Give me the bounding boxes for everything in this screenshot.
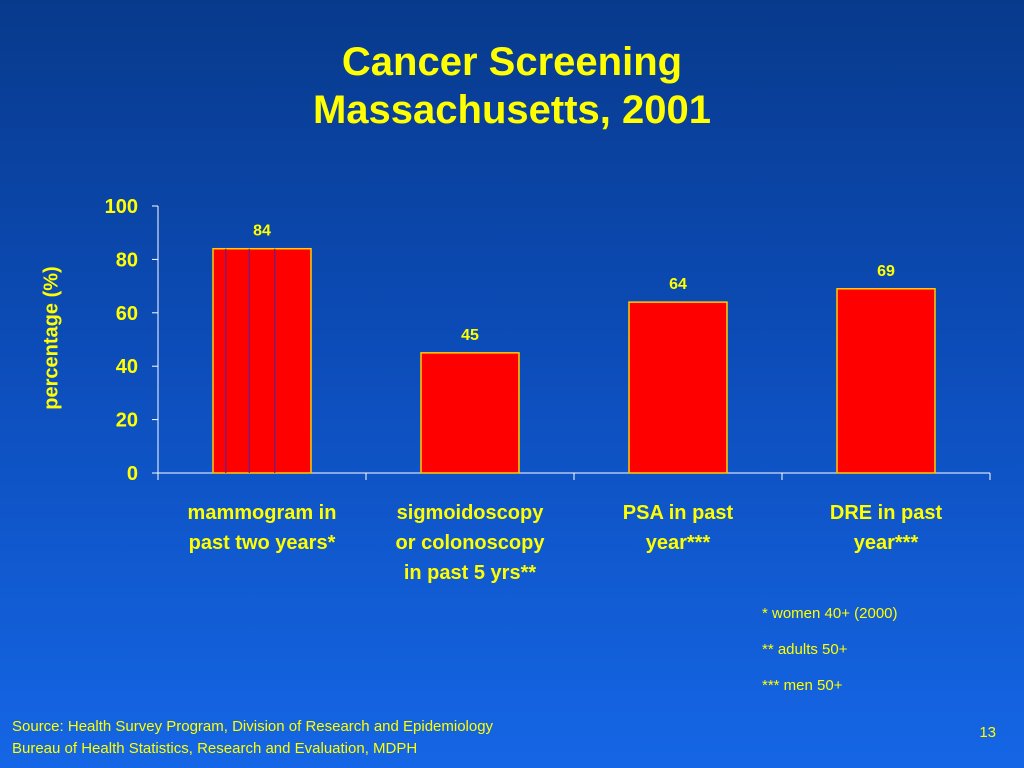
x-category-label: PSA in past year*** [578,498,778,558]
y-tick-label: 0 [127,463,138,485]
bar-value-label: 45 [461,327,479,344]
footnote-3: *** men 50+ [762,677,843,694]
source-line-2: Bureau of Health Statistics, Research an… [12,740,418,757]
footnote-2: ** adults 50+ [762,641,848,658]
x-category-label: DRE in past year*** [786,498,986,558]
x-category-label-line: sigmoidoscopy [396,502,544,524]
bar [836,288,936,474]
bar [212,247,312,474]
x-category-label-line: DRE in past [829,502,943,524]
bar [628,301,728,474]
y-tick-label: 60 [116,303,138,325]
source-citation: Source: Health Survey Program, Division … [12,716,493,760]
footnote-1: * women 40+ (2000) [762,605,898,622]
bar-value-label: 84 [253,223,271,240]
x-category-label-line: in past 5 yrs** [403,562,537,584]
y-tick-label: 40 [116,356,138,378]
title-line-2: Massachusetts, 2001 [312,88,711,132]
x-category-label: sigmoidoscopy or colonoscopy in past 5 yrs… [370,498,570,588]
x-category-label-line: mammogram in [187,502,337,524]
x-category-label: mammogram in past two years* [162,498,362,558]
x-category-label-line: year*** [853,532,919,554]
title-line-1: Cancer Screening [341,40,683,84]
bar [420,352,520,474]
y-tick-label: 100 [105,196,138,218]
y-tick-label: 80 [116,249,138,271]
source-line-1: Source: Health Survey Program, Division … [12,718,494,735]
y-tick-label: 20 [116,410,138,432]
footnotes: * women 40+ (2000) ** adults 50+ *** men… [762,596,898,704]
slide-title: Cancer Screening Massachusetts, 2001 [0,38,1024,134]
bar-value-label: 64 [669,276,687,293]
page-number: 13 [979,724,996,741]
y-axis-label: percentage (%) [40,266,63,410]
bar-value-label: 69 [877,263,895,280]
x-category-label-line: past two years* [188,532,336,554]
x-category-label-line: or colonoscopy [395,532,545,554]
x-category-label-line: year*** [645,532,711,554]
x-category-label-line: PSA in past [622,502,734,524]
